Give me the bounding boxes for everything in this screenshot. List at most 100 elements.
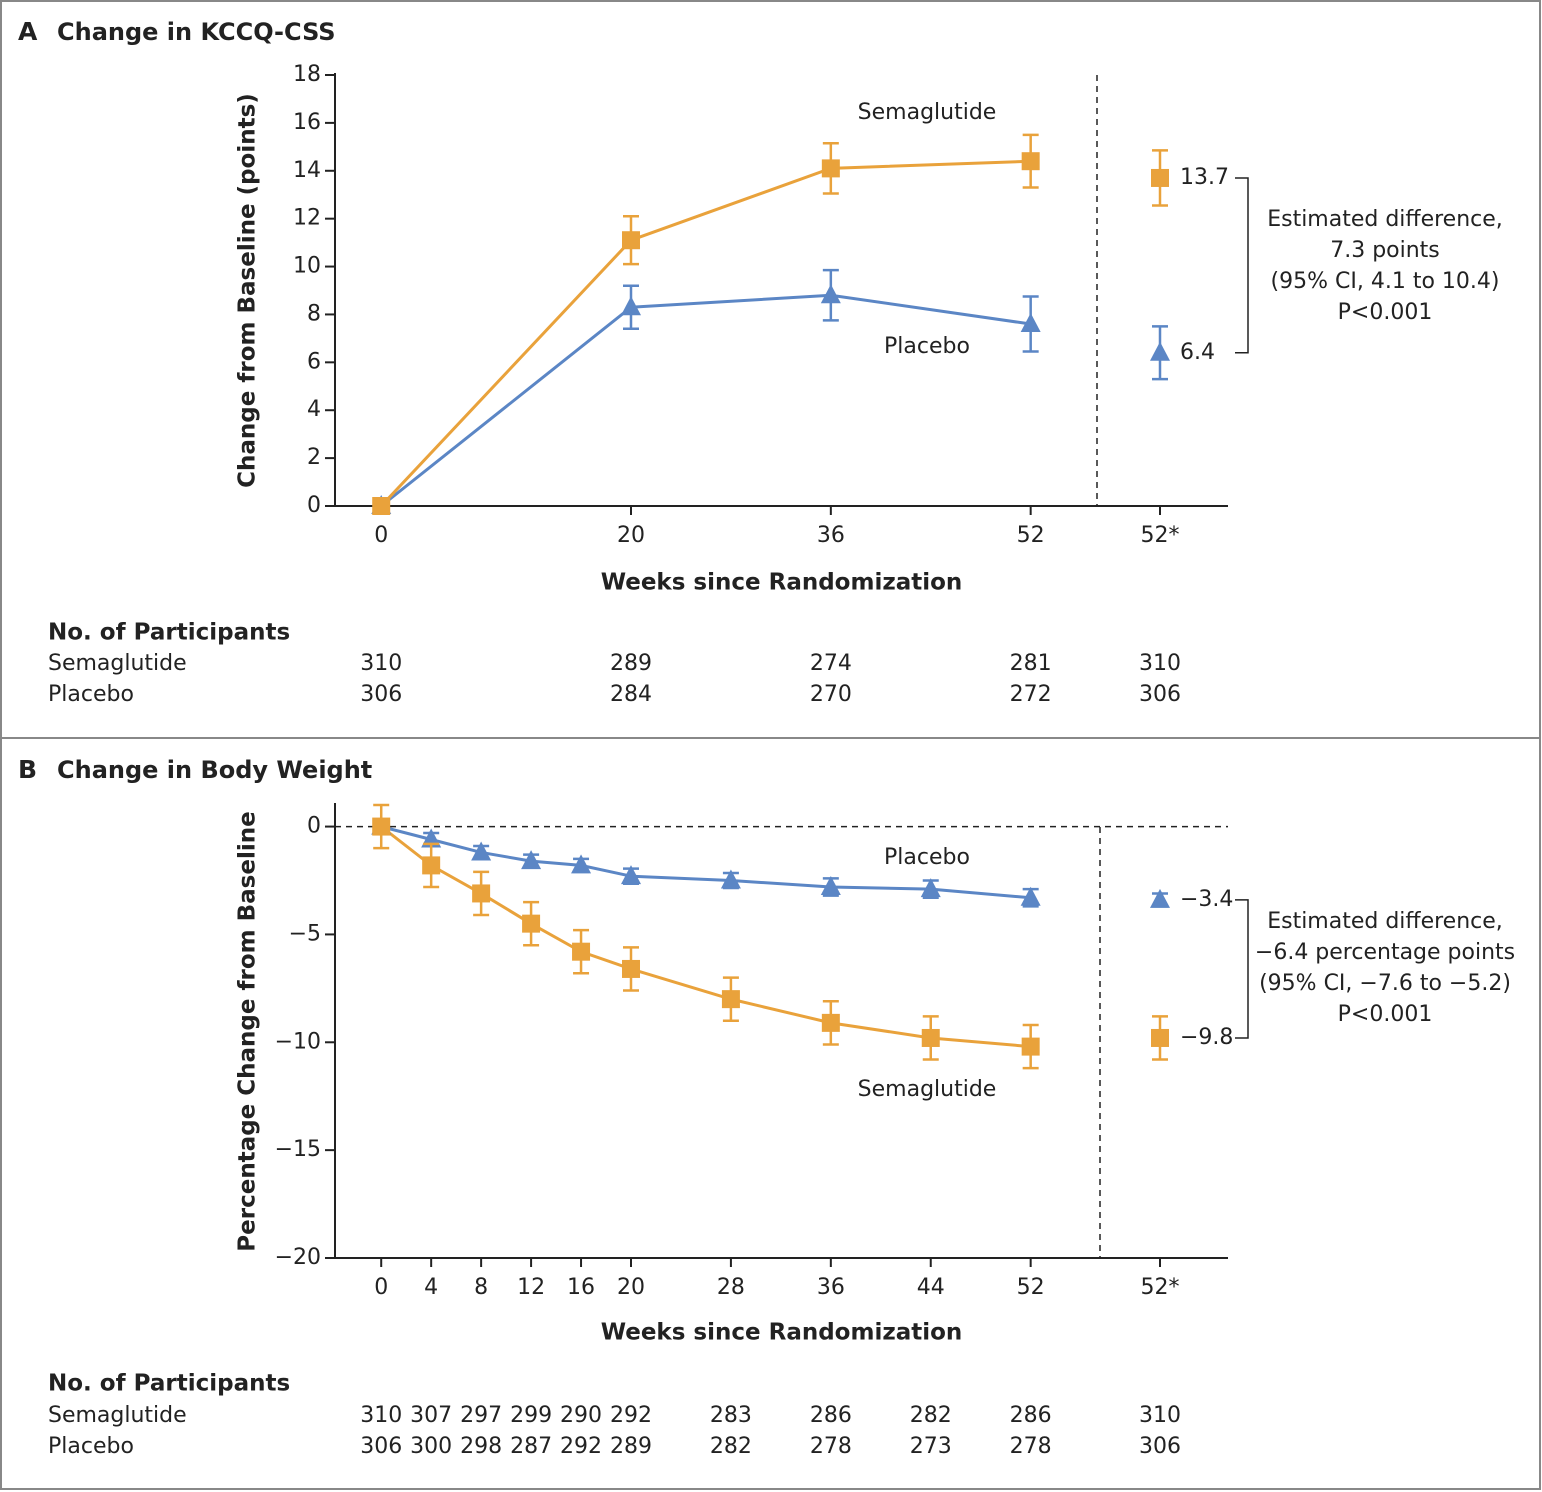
x-tick-label: 20 <box>617 523 645 548</box>
summary-label: 13.7 <box>1180 165 1229 190</box>
y-axis-label: Percentage Change from Baseline <box>235 811 261 1251</box>
participant-count: 292 <box>610 1403 652 1428</box>
series-label: Semaglutide <box>858 1077 997 1102</box>
y-tick-label: 16 <box>293 110 321 135</box>
participant-count: 289 <box>610 1434 652 1459</box>
participant-count: 310 <box>360 1403 402 1428</box>
participant-count: 297 <box>460 1403 502 1428</box>
triangle-marker <box>920 878 941 898</box>
participant-count: 282 <box>710 1434 752 1459</box>
participant-count: 274 <box>810 651 852 676</box>
triangle-marker <box>621 865 642 885</box>
participant-count: 306 <box>360 1434 402 1459</box>
square-marker <box>622 959 641 978</box>
triangle-marker <box>471 841 492 861</box>
bracket <box>1235 899 1249 1039</box>
y-tick-label: 8 <box>307 301 321 326</box>
participant-count: 292 <box>560 1434 602 1459</box>
y-tick-label: 12 <box>293 206 321 231</box>
square-marker <box>921 1028 940 1047</box>
annotation: Estimated difference, <box>1267 207 1503 232</box>
annotation: −6.4 percentage points <box>1255 940 1515 965</box>
square-marker <box>522 914 541 933</box>
triangle-marker <box>521 850 542 870</box>
participant-count: 286 <box>1010 1403 1052 1428</box>
x-tick-label: 52* <box>1141 1275 1180 1300</box>
series-label: Semaglutide <box>858 100 997 125</box>
summary-label: −9.8 <box>1180 1025 1233 1050</box>
participant-count: 299 <box>510 1403 552 1428</box>
square-marker <box>1021 1037 1040 1056</box>
participant-count: 272 <box>1010 682 1052 707</box>
x-tick-label: 8 <box>474 1275 488 1300</box>
x-tick-label: 4 <box>424 1275 438 1300</box>
square-marker <box>472 884 491 903</box>
x-tick-label: 20 <box>617 1275 645 1300</box>
participants-title: No. of Participants <box>48 1371 290 1397</box>
triangle-marker <box>1150 341 1170 361</box>
square-marker <box>821 1013 840 1032</box>
y-tick-label: −5 <box>289 921 321 946</box>
participants-title: No. of Participants <box>48 620 290 646</box>
participant-count: 300 <box>410 1434 452 1459</box>
participant-count: 310 <box>1139 651 1181 676</box>
x-tick-label: 28 <box>717 1275 745 1300</box>
series-line <box>380 293 1031 508</box>
series-line <box>380 825 1031 1049</box>
y-tick-label: −20 <box>275 1245 321 1270</box>
y-tick-label: −15 <box>275 1137 321 1162</box>
x-axis-label: Weeks since Randomization <box>601 570 963 596</box>
participant-count: 270 <box>810 682 852 707</box>
triangle-marker <box>720 869 741 889</box>
square-marker <box>372 817 391 836</box>
participant-count: 306 <box>1139 1434 1181 1459</box>
square-marker <box>821 159 840 178</box>
y-tick-label: 6 <box>307 349 321 374</box>
y-tick-label: −10 <box>275 1029 321 1054</box>
triangle-marker <box>1020 886 1041 906</box>
participant-count: 307 <box>410 1403 452 1428</box>
participant-count: 278 <box>810 1434 852 1459</box>
x-tick-label: 52* <box>1141 523 1180 548</box>
x-tick-label: 52 <box>1017 523 1045 548</box>
annotation: P<0.001 <box>1338 1002 1433 1027</box>
panel-title: Change in KCCQ-CSS <box>57 18 336 46</box>
square-marker <box>1151 1028 1169 1047</box>
participant-count: 281 <box>1010 651 1052 676</box>
participant-count: 310 <box>360 651 402 676</box>
square-marker <box>572 942 591 961</box>
annotation: (95% CI, 4.1 to 10.4) <box>1271 269 1500 294</box>
square-marker <box>372 497 391 515</box>
participant-count: 290 <box>560 1403 602 1428</box>
x-tick-label: 52 <box>1017 1275 1045 1300</box>
triangle-marker <box>1150 888 1170 908</box>
triangle-marker <box>621 296 642 316</box>
participant-count: 273 <box>910 1434 952 1459</box>
participant-count: 278 <box>1010 1434 1052 1459</box>
triangle-marker <box>820 875 841 895</box>
participant-count: 298 <box>460 1434 502 1459</box>
series-line <box>380 825 1031 900</box>
participant-count: 306 <box>360 682 402 707</box>
panel-title: Change in Body Weight <box>57 756 372 784</box>
summary-label: 6.4 <box>1180 340 1215 365</box>
x-tick-label: 36 <box>817 523 845 548</box>
y-tick-label: 10 <box>293 254 321 279</box>
triangle-marker <box>571 854 592 874</box>
participant-count: 283 <box>710 1403 752 1428</box>
annotation: Estimated difference, <box>1267 909 1503 934</box>
annotation: 7.3 points <box>1330 238 1440 263</box>
bracket <box>1235 177 1249 354</box>
y-axis-label: Change from Baseline (points) <box>235 93 261 488</box>
series-label: Placebo <box>884 845 970 870</box>
x-tick-label: 0 <box>374 523 388 548</box>
square-marker <box>1021 152 1040 171</box>
square-marker <box>622 231 641 250</box>
panel-label: B <box>18 755 37 784</box>
y-tick-label: 4 <box>307 397 321 422</box>
summary-label: −3.4 <box>1180 887 1233 912</box>
y-tick-label: 14 <box>293 158 321 183</box>
participant-count: 282 <box>910 1403 952 1428</box>
x-tick-label: 16 <box>567 1275 595 1300</box>
